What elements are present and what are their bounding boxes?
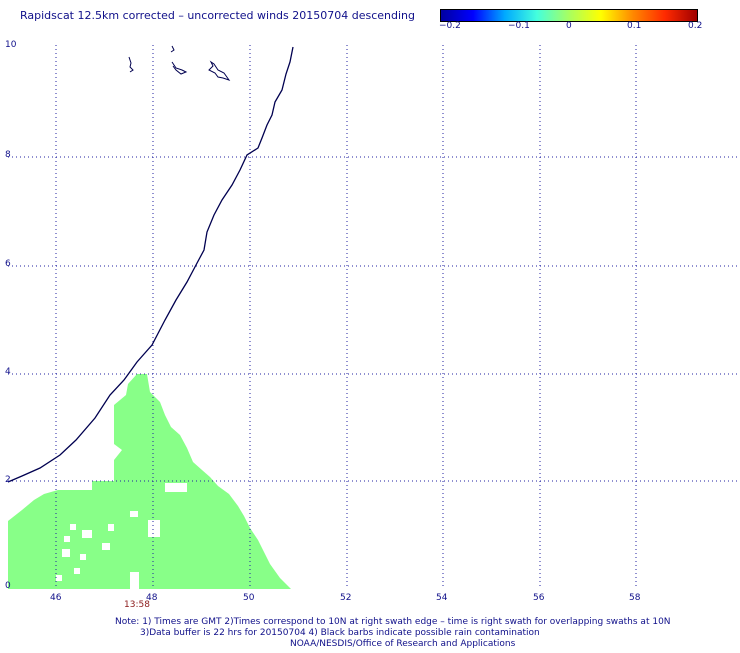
colorbar-tick-neg02: −0.2 [439, 21, 461, 31]
colorbar [440, 9, 698, 22]
swath-gap [56, 575, 62, 581]
swath-gap [108, 524, 114, 531]
swath-gap [62, 549, 70, 557]
swath-gap [70, 524, 76, 530]
x-tick-58: 58 [629, 593, 641, 603]
wind-swath-coverage [8, 374, 291, 589]
y-tick-8: 8 [5, 150, 11, 160]
swath-gap [165, 483, 187, 492]
lat-lon-grid [8, 45, 738, 589]
swath-gap [82, 530, 92, 538]
swath-gap [74, 568, 80, 574]
x-tick-50: 50 [243, 593, 255, 603]
swath-gap [102, 543, 110, 550]
swath-gap [148, 520, 160, 537]
x-tick-54: 54 [436, 593, 448, 603]
x-tick-46: 46 [50, 593, 62, 603]
swath-gap [64, 536, 70, 542]
swath-region [8, 374, 291, 589]
swath-gap [80, 554, 86, 560]
swath-time-label: 13:58 [124, 600, 150, 610]
map-title: Rapidscat 12.5km corrected – uncorrected… [20, 9, 416, 22]
x-tick-56: 56 [533, 593, 545, 603]
y-tick-4: 4 [5, 367, 11, 377]
y-tick-6: 6 [5, 259, 11, 269]
swath-gap [130, 511, 138, 517]
island-outlines [128, 45, 231, 81]
footnote-line-3: NOAA/NESDIS/Office of Research and Appli… [290, 639, 516, 649]
colorbar-tick-pos01: 0.1 [627, 21, 642, 31]
y-tick-10: 10 [5, 40, 17, 50]
colorbar-tick-pos02: 0.2 [688, 21, 703, 31]
x-tick-48: 48 [146, 593, 158, 603]
x-tick-52: 52 [340, 593, 352, 603]
colorbar-tick-neg01: −0.1 [508, 21, 530, 31]
colorbar-tick-zero: 0 [566, 21, 572, 31]
coastline [7, 46, 294, 483]
footnote-line-1: Note: 1) Times are GMT 2)Times correspon… [115, 617, 671, 627]
y-tick-0: 0 [5, 581, 11, 591]
footnote-line-2: 3)Data buffer is 22 hrs for 20150704 4) … [140, 628, 540, 638]
y-tick-2: 2 [5, 475, 11, 485]
swath-gap [130, 572, 139, 589]
